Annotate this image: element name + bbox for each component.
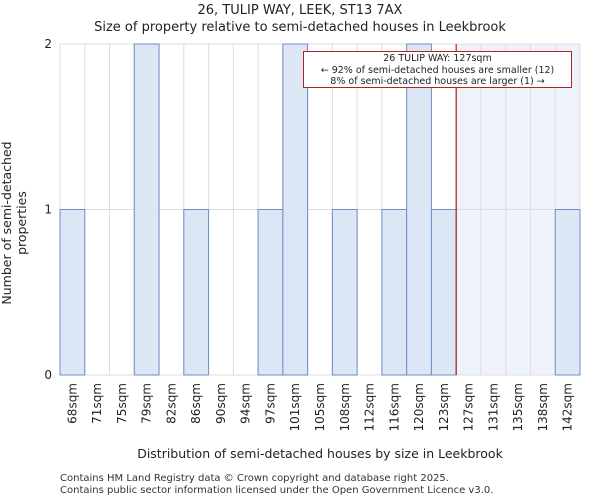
y-tick-label: 0 [44,368,52,382]
annotation-line-1: 26 TULIP WAY: 127sqm [383,53,492,64]
footer-licence: Contains public sector information licen… [60,485,494,496]
bar [282,43,309,376]
y-tick-label: 1 [44,203,52,217]
bar [381,209,408,376]
x-tick-label: 97sqm [263,383,277,424]
x-tick-label: 142sqm [561,383,575,431]
x-tick-label: 112sqm [363,383,377,431]
x-tick-label: 138sqm [536,383,550,431]
chart-subtitle: Size of property relative to semi-detach… [94,20,506,35]
x-axis-label: Distribution of semi-detached houses by … [137,446,503,461]
x-tick-label: 116sqm [387,383,401,431]
x-tick-label: 123sqm [437,383,451,431]
x-tick-label: 108sqm [338,383,352,431]
annotation-line-3: 8% of semi-detached houses are larger (1… [330,76,545,87]
annotation-line-2: ← 92% of semi-detached houses are smalle… [320,64,555,76]
bar [554,209,581,376]
x-tick-label: 131sqm [486,383,500,431]
bar [133,43,160,376]
x-tick-label: 101sqm [288,383,302,431]
footer-copyright: Contains HM Land Registry data © Crown c… [60,473,449,484]
chart-title: 26, TULIP WAY, LEEK, ST13 7AX [197,3,403,18]
x-tick-label: 68sqm [65,383,79,424]
x-tick-label: 127sqm [462,383,476,431]
bar [183,209,210,376]
y-axis-label: Number of semi-detached properties [0,141,29,305]
x-tick-label: 86sqm [189,383,203,424]
x-tick-label: 71sqm [90,383,104,424]
x-tick-label: 90sqm [214,383,228,424]
bar [257,209,284,376]
x-tick-label: 79sqm [140,383,154,424]
bar [331,209,358,376]
x-tick-label: 94sqm [239,383,253,424]
x-tick-label: 82sqm [164,383,178,424]
x-tick-label: 120sqm [412,383,426,431]
y-tick-label: 2 [44,37,52,51]
bar [406,43,432,376]
x-tick-label: 135sqm [511,383,525,431]
property-annotation: 26 TULIP WAY: 127sqm ← 92% of semi-detac… [303,51,572,88]
x-tick-label: 75sqm [115,383,129,424]
bar [430,209,457,376]
bar [59,209,86,376]
x-tick-label: 105sqm [313,383,327,431]
